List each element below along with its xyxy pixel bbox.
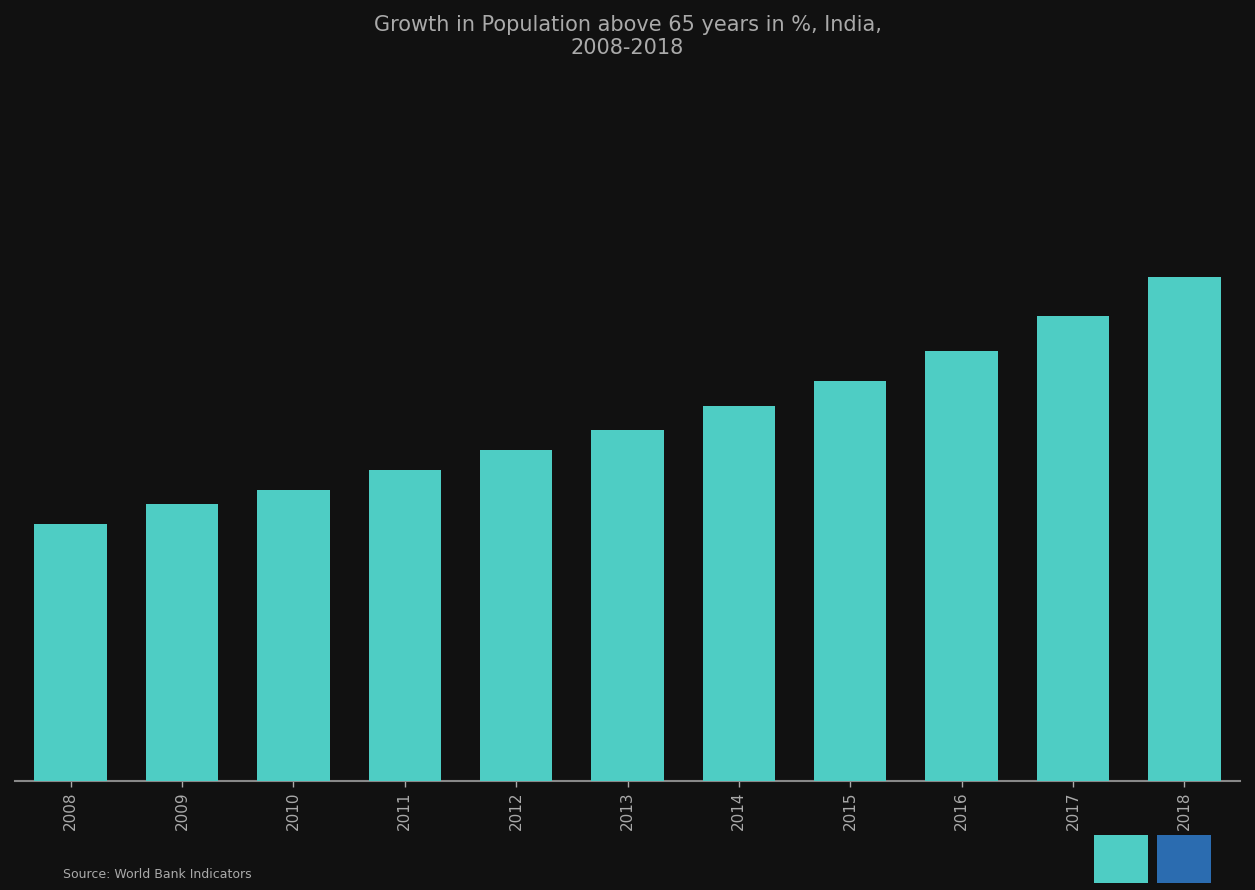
Bar xyxy=(1037,317,1109,781)
Bar xyxy=(146,505,218,781)
FancyBboxPatch shape xyxy=(1157,835,1211,883)
Bar xyxy=(703,406,776,781)
Bar xyxy=(369,470,441,781)
Title: Growth in Population above 65 years in %, India,
2008-2018: Growth in Population above 65 years in %… xyxy=(374,15,881,58)
Bar xyxy=(34,524,107,781)
Bar xyxy=(925,351,998,781)
Bar xyxy=(479,450,552,781)
Bar xyxy=(257,490,330,781)
Text: Source: World Bank Indicators: Source: World Bank Indicators xyxy=(63,868,251,881)
Bar xyxy=(814,381,886,781)
Bar xyxy=(1148,277,1221,781)
FancyBboxPatch shape xyxy=(1094,835,1148,883)
Bar xyxy=(591,430,664,781)
